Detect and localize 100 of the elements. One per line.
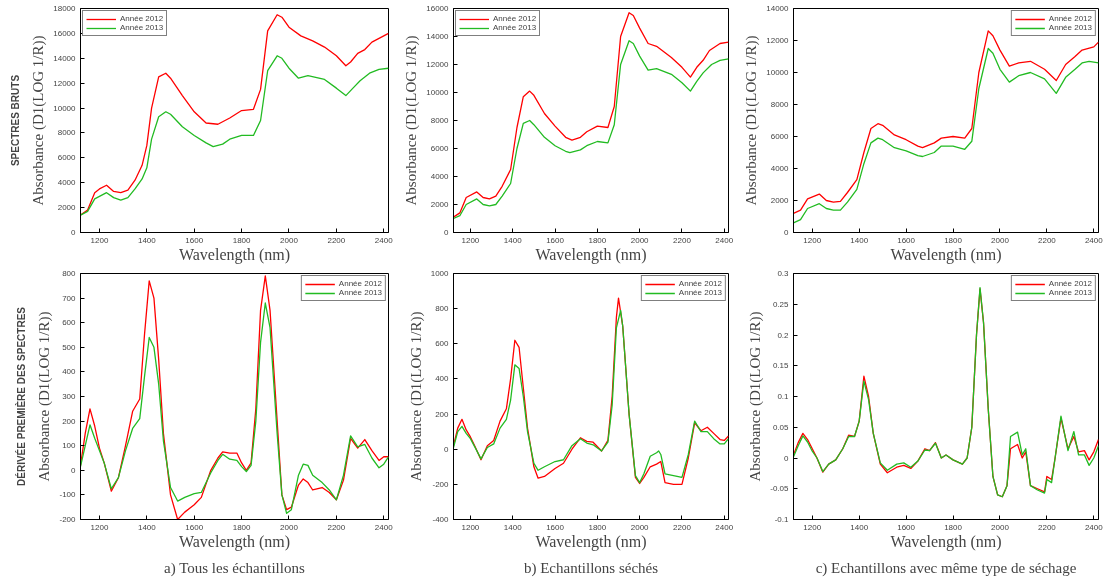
- x-tick-label: 1800: [944, 235, 963, 245]
- text: b) Echantillons séchés: [523, 559, 659, 577]
- x-tick-label: 1400: [137, 235, 157, 245]
- y-tick-label: 12000: [426, 60, 450, 69]
- y-tick-label: 0: [784, 228, 790, 237]
- y-tick-label: 12000: [53, 78, 77, 88]
- y-tick-label: 0: [444, 444, 450, 454]
- y-tick-label: 200: [435, 409, 450, 419]
- legend-label: Année 2012: [493, 14, 537, 23]
- y-tick-label: 14000: [766, 4, 790, 13]
- y-tick-label: 400: [435, 374, 450, 384]
- y-axis-title: Absorbance (D1(LOG 1/R)): [30, 35, 48, 206]
- x-tick-label: 1200: [461, 235, 480, 245]
- y-axis-title: Absorbance (D1(LOG 1/R)): [743, 35, 761, 206]
- y-tick-label: 4000: [770, 164, 790, 173]
- y-axis-title: Absorbance (D1(LOG 1/R)): [747, 311, 765, 482]
- x-tick-label: 1400: [850, 522, 869, 532]
- x-tick-label: 2400: [374, 522, 394, 532]
- x-axis-title: Wavelength (nm): [535, 532, 647, 551]
- legend-label: Année 2013: [338, 288, 382, 297]
- x-tick-label: 1800: [944, 522, 963, 532]
- y-tick-label: 2000: [57, 203, 77, 213]
- legend-label: Année 2012: [338, 279, 382, 288]
- y-tick-label: 8000: [770, 100, 790, 109]
- y-tick-label: 10000: [53, 103, 77, 113]
- y-tick-label: -200: [59, 515, 77, 524]
- text: a) Tous les échantillons: [164, 559, 305, 577]
- x-tick-label: 1600: [546, 235, 565, 245]
- y-tick-label: 0: [444, 228, 450, 237]
- x-tick-label: 1200: [461, 522, 480, 532]
- y-tick-label: 0: [71, 465, 77, 475]
- legend-label: Année 2013: [1048, 23, 1092, 32]
- x-axis-title: Wavelength (nm): [178, 245, 291, 264]
- x-tick-label: 1400: [503, 235, 523, 245]
- x-tick-label: 2400: [374, 235, 394, 245]
- legend-label: Année 2013: [493, 23, 537, 32]
- x-tick-label: 1800: [232, 522, 252, 532]
- y-tick-label: 12000: [766, 36, 790, 45]
- y-tick-label: 4000: [57, 178, 77, 188]
- y-tick-label: 8000: [57, 128, 77, 138]
- y-tick-label: 0.1: [777, 392, 790, 401]
- legend-label: Année 2012: [120, 14, 164, 23]
- x-tick-label: 1600: [546, 522, 565, 532]
- legend-label: Année 2013: [120, 23, 164, 32]
- legend-label: Année 2013: [1048, 288, 1092, 297]
- y-tick-label: 2000: [770, 196, 790, 205]
- x-tick-label: 2000: [280, 522, 299, 532]
- x-tick-label: 2400: [715, 235, 734, 245]
- y-tick-label: 16000: [426, 4, 450, 13]
- x-tick-label: 2200: [327, 235, 346, 245]
- x-tick-label: 2000: [991, 235, 1010, 245]
- x-tick-label: 2400: [715, 522, 734, 532]
- x-tick-label: 1400: [503, 522, 523, 532]
- text: c) Echantillons avec même type de séchage: [815, 559, 1077, 577]
- y-tick-label: 400: [62, 367, 77, 377]
- y-tick-label: 300: [62, 392, 77, 401]
- y-axis-title: Absorbance (D1(LOG 1/R)): [407, 311, 425, 482]
- y-tick-label: 6000: [770, 132, 790, 141]
- y-tick-label: 1000: [430, 269, 450, 278]
- y-tick-label: 4000: [430, 172, 450, 181]
- x-tick-label: 1600: [897, 522, 916, 532]
- legend-label: Année 2012: [678, 279, 722, 288]
- y-tick-label: 16000: [53, 28, 77, 38]
- y-tick-label: 600: [435, 339, 450, 349]
- y-tick-label: 8000: [430, 116, 450, 125]
- x-tick-label: 1400: [137, 522, 157, 532]
- y-tick-label: 6000: [57, 153, 77, 163]
- y-tick-label: 500: [62, 342, 77, 352]
- x-tick-label: 2200: [1037, 522, 1057, 532]
- x-tick-label: 1800: [588, 522, 607, 532]
- y-tick-label: 800: [435, 304, 450, 314]
- x-tick-label: 2400: [1084, 522, 1104, 532]
- x-tick-label: 1200: [803, 235, 822, 245]
- text: DÉRIVÉE PREMIÈRE DES SPECTRES: [14, 306, 27, 486]
- y-tick-label: 200: [62, 416, 77, 426]
- y-tick-label: 0: [71, 228, 77, 237]
- x-tick-label: 1200: [90, 522, 109, 532]
- y-tick-label: 0.3: [777, 269, 790, 278]
- y-tick-label: 2000: [430, 200, 450, 209]
- y-tick-label: 0.15: [772, 361, 790, 371]
- x-tick-label: 1600: [185, 522, 204, 532]
- y-tick-label: 14000: [53, 53, 77, 63]
- x-tick-label: 2000: [991, 522, 1010, 532]
- x-tick-label: 2400: [1084, 235, 1104, 245]
- x-axis-title: Wavelength (nm): [890, 532, 1002, 551]
- x-tick-label: 1600: [185, 235, 204, 245]
- y-tick-label: 0.05: [772, 422, 790, 432]
- x-tick-label: 1600: [897, 235, 916, 245]
- y-tick-label: -200: [432, 479, 450, 489]
- x-tick-label: 2200: [1037, 235, 1057, 245]
- x-tick-label: 1800: [588, 235, 607, 245]
- legend-label: Année 2012: [1048, 279, 1092, 288]
- y-tick-label: -0.1: [774, 515, 790, 524]
- x-tick-label: 2000: [630, 522, 650, 532]
- y-tick-label: 6000: [430, 144, 450, 153]
- y-tick-label: 800: [62, 269, 77, 278]
- x-tick-label: 2200: [673, 235, 692, 245]
- x-tick-label: 1200: [803, 522, 822, 532]
- y-tick-label: 0.2: [777, 330, 790, 340]
- y-axis-title: Absorbance (D1(LOG 1/R)): [403, 35, 421, 206]
